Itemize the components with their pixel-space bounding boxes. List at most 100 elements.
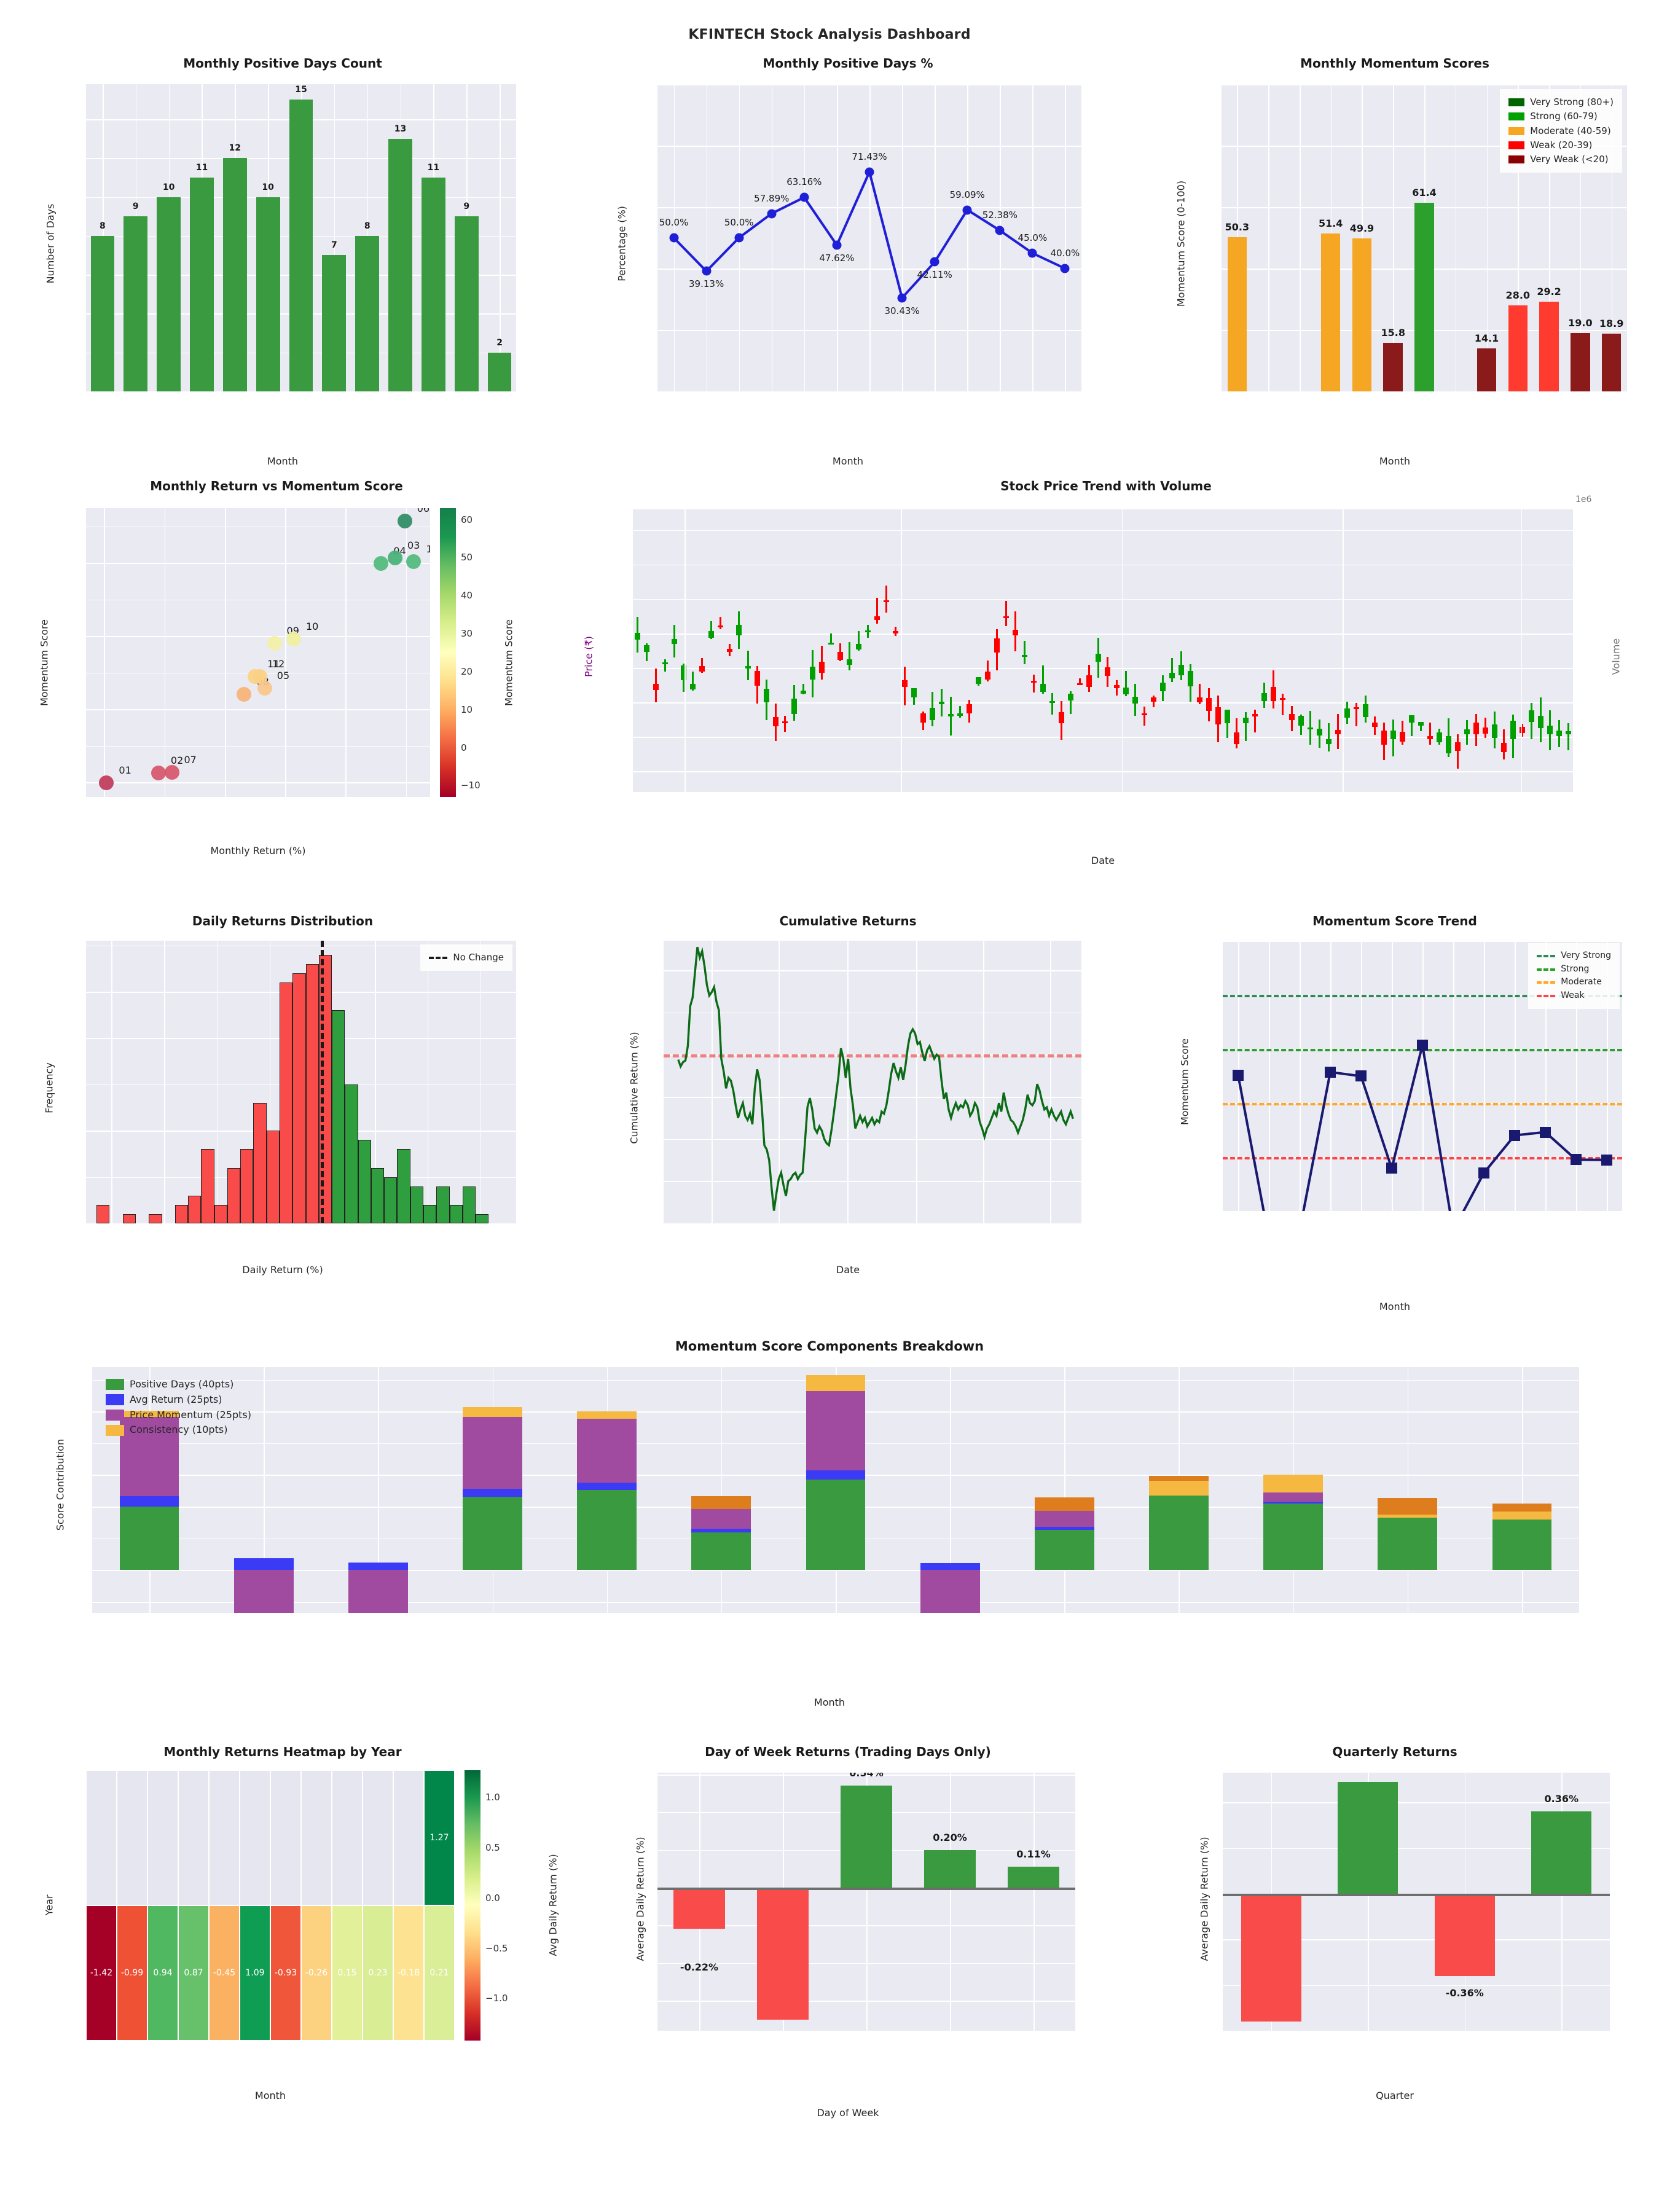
bar-value-label: 2 (496, 337, 503, 348)
candle-body (1243, 718, 1249, 724)
legend-momentum-bands: Very Strong (80+) Strong (60-79) Moderate … (1500, 89, 1622, 173)
candle-body (1446, 735, 1451, 753)
gridline-x (1407, 1367, 1409, 1613)
gridline-x (804, 84, 806, 391)
volume-bar (1013, 733, 1018, 792)
stacked-segment (920, 1563, 980, 1571)
candle-body (1151, 697, 1156, 702)
volume-bar (699, 766, 705, 792)
legend-item: Moderate (1537, 976, 1611, 989)
chart-title: Monthly Returns Heatmap by Year (163, 1744, 402, 1759)
candle-body (1096, 654, 1101, 662)
hist-bar (96, 1204, 110, 1223)
volume-bar (718, 739, 723, 792)
volume-bar (1123, 735, 1129, 792)
candle-body (755, 670, 760, 686)
candle-body (1427, 736, 1433, 739)
panel-score-components: Momentum Score Components Breakdown −100… (0, 1333, 1659, 1738)
gridline-x (1065, 84, 1067, 391)
plot-area-positive-days-count: 024681012142024-122025-012025-022025-032… (86, 84, 516, 391)
bar (756, 1888, 809, 2020)
gridline-y (86, 782, 430, 783)
candle-body (1215, 707, 1221, 725)
chart-row-2: Monthly Return vs Momentum Score −100102… (0, 473, 1659, 903)
candle-body (1538, 716, 1543, 728)
candle-body (1077, 683, 1083, 685)
hist-bar (423, 1204, 437, 1223)
volume-bar (1335, 759, 1341, 792)
hist-bar (345, 1084, 358, 1223)
volume-bar (1049, 774, 1055, 792)
candle-wick (1171, 658, 1173, 682)
bar (1434, 1893, 1495, 1976)
candle-wick (1282, 693, 1284, 716)
data-point-marker (1355, 1070, 1367, 1082)
colorbar-tick-label: 0 (461, 742, 467, 753)
legend-histogram: No Change (420, 944, 512, 971)
heatmap-cell (302, 1771, 331, 1905)
candle-body (837, 652, 843, 660)
stacked-segment (577, 1411, 637, 1419)
volume-bar (662, 756, 668, 792)
bar (1601, 333, 1622, 391)
legend-label: No Change (453, 952, 504, 963)
bar-value-label: 0.54% (849, 1773, 884, 1779)
bar-value-label: 11 (427, 162, 440, 173)
colorbar-tick-label: 50 (461, 552, 473, 563)
y-axis-label: Momentum Score (1179, 1038, 1191, 1126)
candle-body (708, 630, 714, 638)
volume-bar (1151, 725, 1156, 792)
bar (1320, 233, 1341, 391)
bar (1508, 305, 1528, 391)
candle-wick (1254, 710, 1256, 732)
volume-bar (1086, 744, 1092, 792)
volume-bar (1400, 769, 1405, 792)
heatmap-cell (179, 1771, 208, 1905)
data-point-marker (1478, 1167, 1489, 1179)
hist-bar (280, 982, 293, 1223)
candle-wick (876, 598, 878, 624)
point-label: 02 (170, 755, 184, 767)
chart-title: Momentum Score Trend (1312, 914, 1477, 928)
candle-body (1510, 720, 1516, 740)
gridline-x (1299, 84, 1301, 391)
heatmap-cell: -0.99 (117, 1906, 147, 2040)
data-point (734, 233, 744, 243)
colorbar-momentum: −10 0 10 20 30 40 50 60 (440, 508, 480, 797)
colorbar-tick-label: 20 (461, 665, 473, 677)
gridline-x (500, 84, 501, 391)
volume-bar (865, 755, 871, 792)
point-value-label: 40.0% (1050, 248, 1080, 259)
legend-item: Moderate (40-59) (1508, 124, 1614, 138)
volume-bar (1354, 720, 1359, 792)
legend-swatch (106, 1424, 124, 1436)
candle-body (911, 688, 917, 698)
candle-body (1354, 707, 1359, 710)
data-point (99, 775, 114, 790)
bar (190, 177, 214, 391)
plot-area-cumulative: −40−30−20−10010202025-012025-032025-0520… (664, 941, 1081, 1223)
candle-body (1234, 732, 1239, 744)
plot-area-positive-days-pct: 0204060801002024-122025-012025-022025-03… (657, 84, 1081, 391)
stacked-segment (1492, 1503, 1552, 1512)
candle-body (1123, 687, 1129, 694)
colorbar-tick-label: 40 (461, 590, 473, 602)
gridline-y (86, 945, 516, 947)
chart-row-4: Momentum Score Components Breakdown −100… (0, 1333, 1659, 1738)
volume-bar (967, 737, 972, 792)
gridline-x (1422, 941, 1424, 1211)
panel-return-vs-momentum: Monthly Return vs Momentum Score −100102… (0, 473, 553, 903)
bar-value-label: 11 (195, 162, 208, 173)
candle-body (1105, 667, 1110, 677)
candle-body (1225, 710, 1230, 723)
chart-title: Monthly Return vs Momentum Score (150, 479, 403, 493)
gridline-x (1455, 84, 1457, 391)
gridline-x (1521, 1367, 1523, 1613)
candle-body (1547, 726, 1553, 734)
bar (355, 235, 380, 391)
volume-bar (1188, 755, 1193, 792)
candle-wick (1226, 709, 1228, 739)
data-point (164, 764, 179, 780)
legend-components: Positive Days (40pts) Avg Return (25pts) P… (97, 1371, 260, 1444)
bar-value-label: 28.0 (1505, 289, 1531, 301)
